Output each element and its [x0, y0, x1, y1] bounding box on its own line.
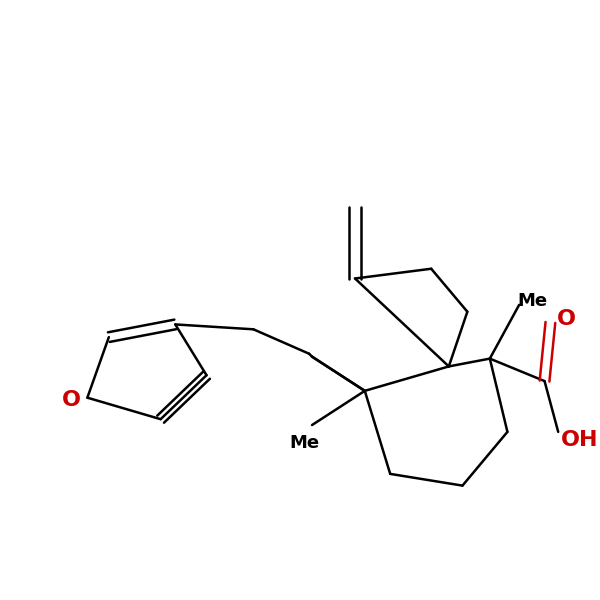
Text: Me: Me	[289, 434, 319, 452]
Text: Me: Me	[518, 292, 548, 310]
Text: OH: OH	[561, 430, 598, 449]
Text: O: O	[62, 389, 81, 410]
Text: O: O	[557, 308, 575, 329]
